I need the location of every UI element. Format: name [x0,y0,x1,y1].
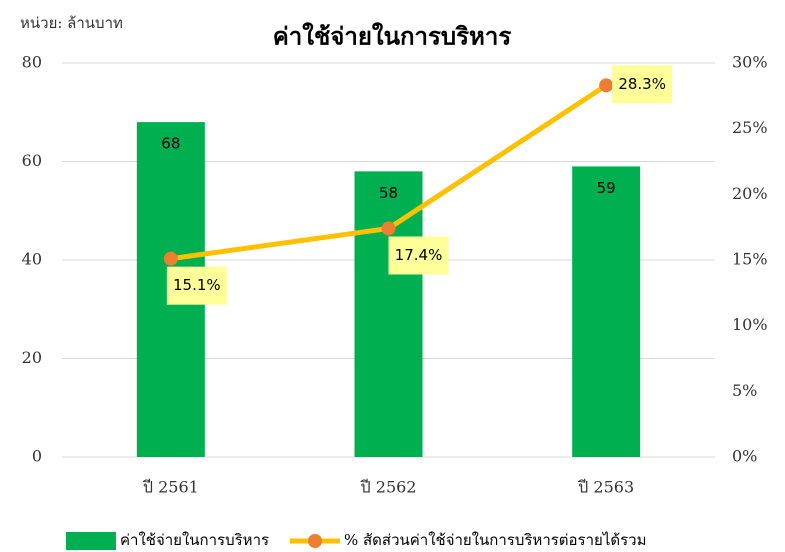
y-tick-label: 80 [22,53,42,72]
line-marker [381,221,396,236]
legend-label: ค่าใช้จ่ายในการบริหาร [120,531,269,549]
line-value-label: 28.3% [618,75,666,93]
x-tick-label: ปี 2561 [142,478,198,497]
legend-label: % สัดส่วนค่าใช้จ่ายในการบริหารต่อรายได้ร… [344,531,646,549]
line-value-label: 15.1% [173,276,221,294]
legend-marker [308,534,322,548]
bar-value-label: 68 [161,135,180,153]
y-tick-label: 0 [32,447,42,466]
y-tick-label: 60 [22,151,42,170]
y-tick-label: 40 [22,250,42,269]
y-tick-label: 20 [22,348,42,367]
bar [354,171,423,457]
data-label-box [612,65,673,104]
bar-value-label: 58 [379,184,398,202]
y2-tick-label: 20% [732,184,768,203]
x-tick-label: ปี 2562 [360,478,416,497]
bar-value-label: 59 [597,179,616,197]
chart-title: ค่าใช้จ่ายในการบริหาร [273,22,512,51]
legend-swatch [66,532,116,550]
x-tick-label: ปี 2563 [578,478,634,497]
line-marker [163,251,178,266]
unit-annotation: หน่วย: ล้านบาท [20,14,123,32]
bar [572,166,641,458]
y2-tick-label: 0% [732,447,757,466]
data-label-box [388,236,449,275]
y2-tick-label: 15% [732,250,768,269]
line-marker [599,78,614,93]
line-value-label: 17.4% [395,246,443,264]
y2-tick-label: 30% [732,53,768,72]
y2-tick-label: 25% [732,118,768,137]
data-label-box [166,266,227,305]
y2-tick-label: 10% [732,315,768,334]
y2-tick-label: 5% [732,381,757,400]
